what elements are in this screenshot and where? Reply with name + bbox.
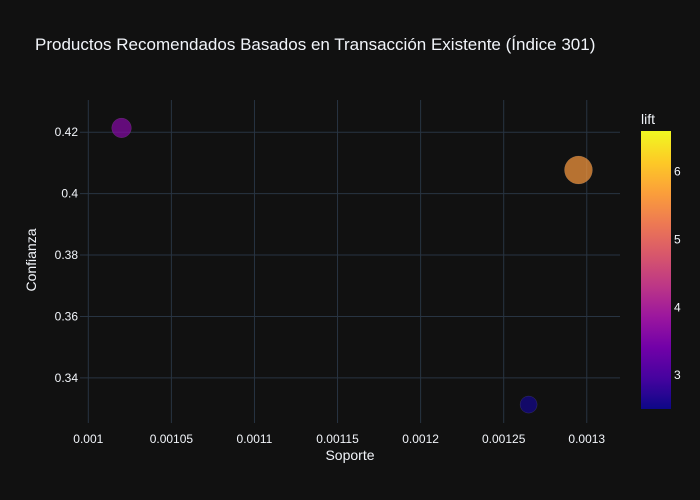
y-tick-label: 0.36 [55,309,79,323]
data-point[interactable] [564,155,593,185]
x-tick-label: 0.00125 [482,432,526,446]
x-tick-label: 0.00115 [316,432,359,446]
chart-title: Productos Recomendados Basados en Transa… [35,35,595,54]
y-tick-label: 0.34 [55,371,79,385]
y-tick-label: 0.42 [55,125,79,139]
data-point[interactable] [111,117,132,138]
colorbar-tick-label: 5 [674,232,681,246]
x-axis-title: Soporte [325,447,374,463]
colorbar-tick-label: 4 [674,300,681,314]
grid [80,100,620,423]
x-tick-label: 0.0012 [402,432,439,446]
colorbar-tick-labels: 3 4 5 6 [674,165,681,382]
x-tick-label: 0.00105 [150,432,194,446]
x-tick-label: 0.001 [73,432,103,446]
colorbar-gradient [641,131,671,409]
x-tick-labels: 0.001 0.00105 0.0011 0.00115 0.0012 0.00125 0.… [73,432,605,446]
colorbar: lift 3 4 5 6 [641,111,681,409]
data-points [111,117,593,414]
y-tick-labels: 0.34 0.36 0.38 0.4 0.42 [55,125,79,385]
x-tick-label: 0.0011 [237,432,273,446]
colorbar-title: lift [641,111,655,127]
y-tick-label: 0.38 [55,248,79,262]
y-tick-label: 0.4 [61,187,78,201]
y-axis-title: Confianza [23,228,39,291]
x-tick-label: 0.0013 [568,432,605,446]
data-point[interactable] [519,395,538,414]
colorbar-tick-label: 6 [674,165,681,179]
colorbar-tick-label: 3 [674,368,681,382]
